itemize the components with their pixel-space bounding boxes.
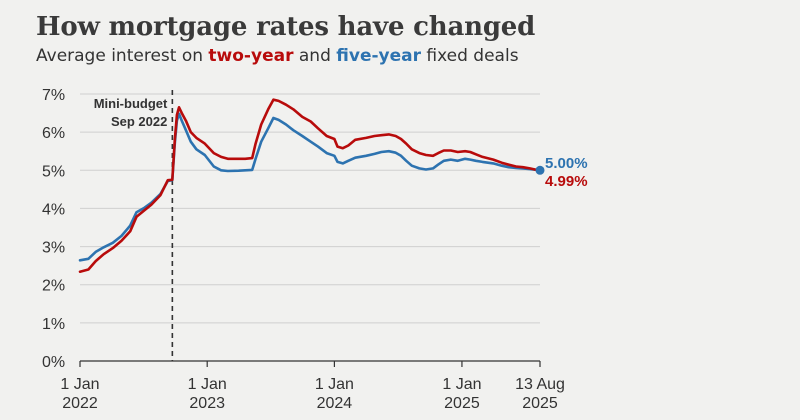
end-point-marker [535,165,545,175]
end-label-two-year: 4.99% [545,173,588,190]
subtitle-intro: Average interest on [36,46,209,66]
subtitle-outro: fixed deals [421,46,519,66]
chart-title: How mortgage rates have changed [36,12,536,42]
x-tick-label: 13 Aug [515,376,565,393]
end-label-five-year: 5.00% [545,155,588,172]
y-tick-label: 3% [42,240,65,257]
x-tick-label: 2024 [317,395,353,412]
annotation-label: Mini-budget [94,96,168,111]
series-line-two-year [78,98,542,273]
series-line-five-year [78,112,542,262]
y-tick-label: 5% [42,163,65,180]
y-tick-label: 7% [42,87,65,104]
legend-five-year: five-year [336,46,421,66]
x-tick-label: 1 Jan [60,376,99,393]
y-tick-label: 0% [42,354,65,371]
chart-subtitle: Average interest on two-year and five-ye… [36,46,519,66]
subtitle-and: and [293,46,337,66]
x-tick-label: 2023 [189,395,225,412]
annotation-label: Sep 2022 [111,114,167,129]
x-tick-label: 1 Jan [188,376,227,393]
y-tick-label: 1% [42,316,65,333]
y-tick-label: 2% [42,278,65,295]
x-tick-label: 1 Jan [442,376,481,393]
x-tick-label: 2025 [522,395,558,412]
x-tick-label: 1 Jan [315,376,354,393]
x-tick-label: 2025 [444,395,480,412]
y-tick-label: 6% [42,125,65,142]
legend-two-year: two-year [208,46,294,66]
y-tick-label: 4% [42,201,65,218]
x-tick-label: 2022 [62,395,98,412]
